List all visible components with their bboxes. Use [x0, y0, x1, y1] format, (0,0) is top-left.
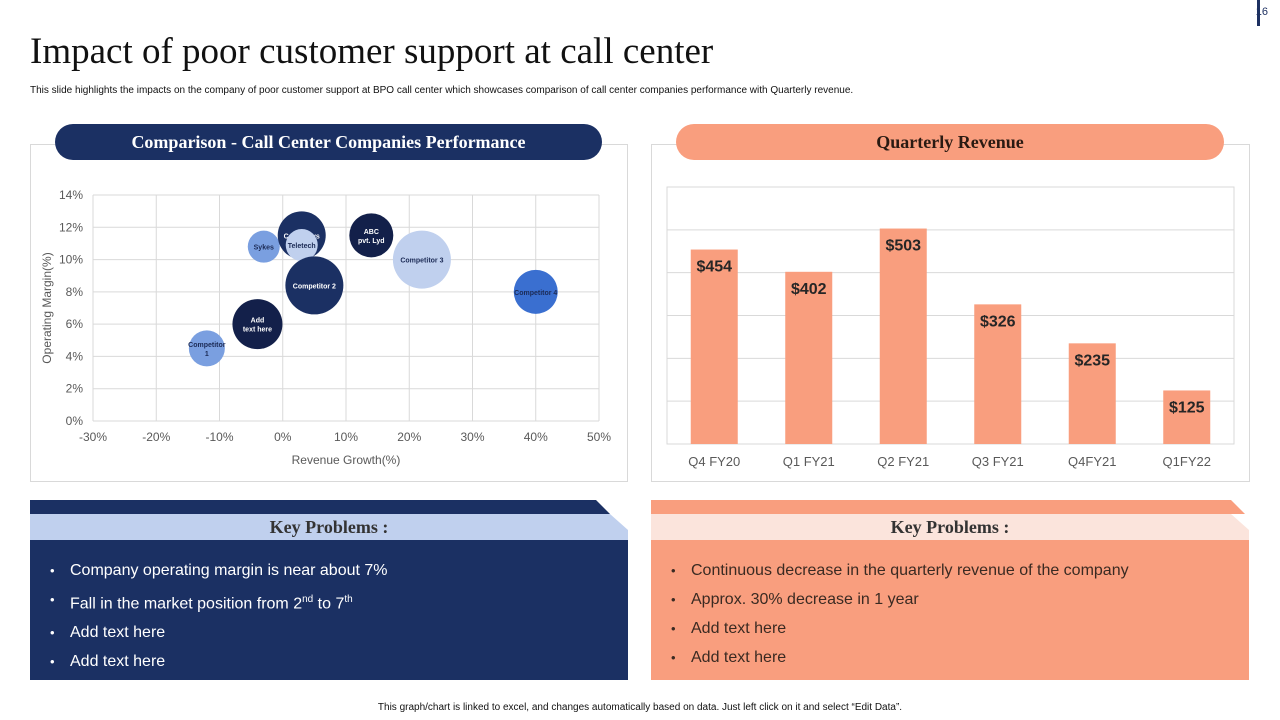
bubble-competitor-2 [285, 256, 344, 315]
page-number: 16 [1255, 6, 1268, 18]
list-item: Fall in the market position from 2nd to … [50, 585, 628, 618]
bubble-label: pvt. Lyd [358, 238, 385, 245]
footer-note: This graph/chart is linked to excel, and… [377, 702, 903, 713]
key-problems-left-body: Company operating margin is near about 7… [30, 540, 628, 680]
bubble-competitor-3 [392, 230, 451, 289]
x-tick-label: -20% [142, 430, 170, 444]
slide-title: Impact of poor customer support at call … [30, 31, 714, 72]
y-axis-label: Operating Margin(%) [40, 252, 54, 363]
x-tick-label: -10% [205, 430, 233, 444]
bar-q3-fy21 [974, 304, 1022, 444]
bubble-label: ABC [364, 229, 379, 236]
y-tick-label: 6% [66, 317, 84, 331]
bar-data-label: $503 [885, 238, 921, 255]
bubble-competitor-1 [188, 330, 225, 367]
page-number-bar [1257, 0, 1260, 26]
bar-data-label: $125 [1169, 399, 1205, 416]
x-tick-label: Q2 FY21 [877, 454, 929, 469]
list-item: Approx. 30% decrease in 1 year [671, 585, 1249, 614]
x-axis-label: Revenue Growth(%) [292, 453, 401, 467]
bar-q1-fy21 [785, 271, 833, 444]
key-problems-right-body: Continuous decrease in the quarterly rev… [651, 540, 1249, 680]
bubble-label: Competitor [188, 342, 226, 349]
bubble-teletech [285, 229, 318, 262]
y-tick-label: 10% [59, 253, 83, 267]
x-tick-label: Q3 FY21 [972, 454, 1024, 469]
x-tick-label: 20% [397, 430, 421, 444]
y-tick-label: 14% [59, 188, 83, 202]
bubble-chart-panel: -30% -20% -10% 0% 10% 20% 30% 40% 50% 0% 2% 4% 6% 8% 1… [30, 144, 628, 482]
bar-data-label: $235 [1074, 352, 1110, 369]
x-tick-label: Q1 FY21 [783, 454, 835, 469]
bubble-add-text-here [232, 299, 283, 350]
list-item: Add text here [671, 643, 1249, 672]
key-problems-right-header-shape [651, 500, 1249, 540]
bubble-chart[interactable]: -30% -20% -10% 0% 10% 20% 30% 40% 50% 0% 2% 4% 6% 8% 1… [31, 145, 629, 483]
y-tick-label: 0% [66, 414, 84, 428]
x-tick-label: Q4 FY20 [688, 454, 740, 469]
list-item: Add text here [671, 614, 1249, 643]
bar-chart-panel: $454 Q4 FY20 $402 Q1 FY21 $503 Q2 FY21 $326 Q3 … [651, 144, 1250, 482]
y-tick-label: 8% [66, 285, 84, 299]
bar-data-label: $326 [980, 313, 1016, 330]
bubble-sykes [247, 230, 280, 263]
bubble-competitor-4 [513, 269, 558, 314]
key-problems-left-heading: Key Problems : [269, 516, 389, 537]
x-tick-label: Q4FY21 [1068, 454, 1116, 469]
key-problems-left-header-shape [30, 500, 628, 540]
y-tick-label: 12% [59, 220, 83, 234]
list-item: Add text here [50, 647, 628, 676]
x-tick-label: 30% [460, 430, 484, 444]
bubble-label: Competitor 4 [514, 290, 557, 297]
key-problems-left: Key Problems : Company operating margin … [30, 500, 628, 680]
y-tick-label: 4% [66, 349, 84, 363]
bubble-label: Competitor 3 [400, 258, 443, 265]
x-tick-label: 0% [274, 430, 292, 444]
bar-q4fy21 [1068, 343, 1116, 444]
bubble-label: Teletech [288, 243, 316, 250]
x-tick-label: 50% [587, 430, 611, 444]
list-item: Company operating margin is near about 7… [50, 556, 628, 585]
bubble-label: Competitor 2 [293, 283, 336, 290]
quarterly-revenue-heading: Quarterly Revenue [676, 124, 1224, 160]
slide-subtitle: This slide highlights the impacts on the… [30, 85, 854, 96]
bar-q1fy22 [1163, 390, 1211, 444]
bar-chart[interactable]: $454 Q4 FY20 $402 Q1 FY21 $503 Q2 FY21 $326 Q3 … [652, 145, 1251, 483]
list-item: Add text here [50, 618, 628, 647]
x-tick-label: Q1FY22 [1163, 454, 1211, 469]
bubble-label: 1 [205, 351, 209, 358]
list-item: Continuous decrease in the quarterly rev… [671, 556, 1249, 585]
x-tick-label: 40% [524, 430, 548, 444]
bubble-label: text here [243, 327, 272, 334]
bar-q2-fy21 [879, 228, 927, 444]
bar-q4-fy20 [690, 249, 738, 444]
x-tick-label: -30% [79, 430, 107, 444]
bar-data-label: $454 [696, 259, 732, 276]
x-tick-label: 10% [334, 430, 358, 444]
bubble-label: Sykes [254, 245, 274, 252]
bubble-abc-pvt-lyd [349, 213, 394, 258]
key-problems-right: Key Problems : Continuous decrease in th… [651, 500, 1249, 680]
key-problems-right-heading: Key Problems : [890, 516, 1010, 537]
y-tick-label: 2% [66, 382, 84, 396]
comparison-heading: Comparison - Call Center Companies Perfo… [55, 124, 602, 160]
bubble-label: Add [251, 318, 265, 325]
bar-data-label: $402 [791, 281, 827, 298]
